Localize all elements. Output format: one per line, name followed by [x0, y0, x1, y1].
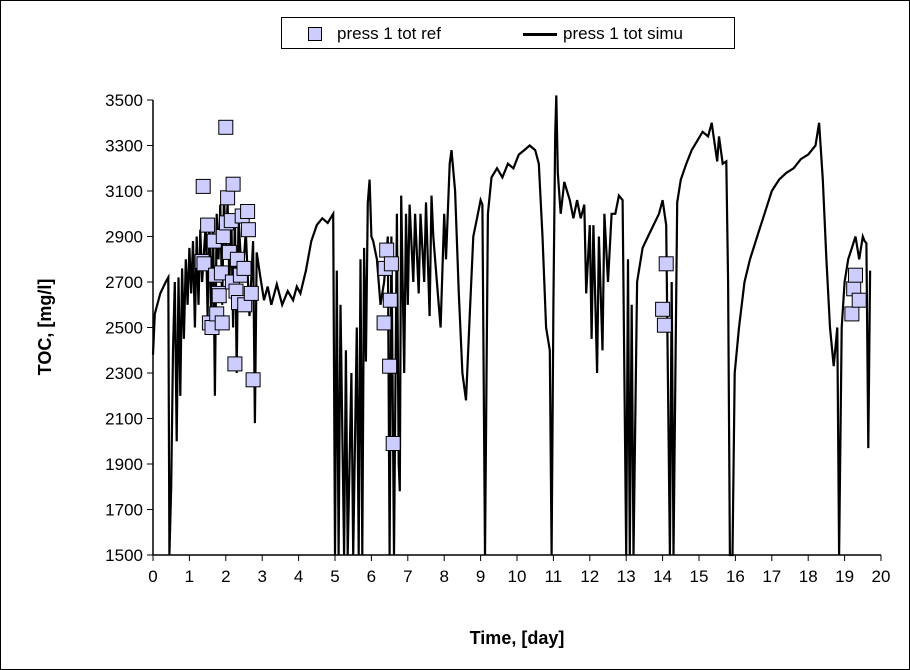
ref-point-46: [851, 292, 867, 308]
ref-point-27: [236, 260, 252, 276]
ref-point-12: [214, 315, 230, 331]
y-tick-label-3: 2100: [105, 410, 143, 429]
x-tick-label-10: 10: [508, 567, 527, 586]
x-tick-label-13: 13: [617, 567, 636, 586]
plot-area: [153, 100, 881, 555]
x-tick-label-9: 9: [476, 567, 485, 586]
ref-point-10: [211, 288, 227, 304]
legend-item-ref: press 1 tot ref: [308, 24, 441, 44]
x-tick-label-6: 6: [367, 567, 376, 586]
ref-point-29: [240, 204, 256, 219]
ref-point-37: [382, 292, 398, 308]
x-tick-label-18: 18: [799, 567, 818, 586]
ref-point-3: [200, 217, 216, 233]
ref-point-41: [656, 317, 672, 333]
ref-point-45: [848, 267, 863, 283]
y-tick-labels: 1500 1700 1900 2100 2300 2500 2700 2900 3100 3300…: [105, 91, 143, 565]
ref-point-31: [243, 285, 259, 301]
ref-point-33: [376, 315, 392, 331]
x-tick-label-5: 5: [330, 567, 339, 586]
ref-point-40: [655, 301, 671, 317]
ref-point-14: [218, 119, 234, 135]
legend-square-marker-icon: [308, 27, 322, 41]
x-tick-label-17: 17: [762, 567, 781, 586]
ref-point-42: [658, 256, 674, 272]
scatter-series: [194, 119, 867, 451]
ref-point-43: [844, 306, 860, 322]
y-axis-title: TOC, [mg/l]: [35, 279, 55, 376]
ref-point-38: [383, 256, 399, 272]
x-tick-label-4: 4: [294, 567, 303, 586]
x-tick-label-12: 12: [580, 567, 599, 586]
ref-point-30: [240, 222, 256, 238]
y-tick-label-8: 3100: [105, 182, 143, 201]
x-tick-label-20: 20: [872, 567, 891, 586]
y-tick-label-10: 3500: [105, 91, 143, 110]
x-tick-label-19: 19: [835, 567, 854, 586]
ref-point-39: [385, 436, 401, 451]
y-tick-label-4: 2300: [105, 364, 143, 383]
ref-point-16: [220, 190, 236, 206]
ref-point-0: [195, 178, 211, 194]
x-tick-label-3: 3: [257, 567, 266, 586]
axis-ticks: [147, 99, 882, 561]
ref-point-20: [225, 176, 241, 192]
ref-point-13: [215, 229, 231, 244]
ref-point-2: [196, 256, 212, 272]
x-tick-labels: 0 1 2 3 4 5 6 7 8 9 10 11 12 13 14 15 16 17 18 19 20: [148, 567, 890, 586]
x-tick-label-8: 8: [439, 567, 448, 586]
y-tick-label-6: 2700: [105, 273, 143, 292]
legend-item-simu: press 1 tot simu: [523, 24, 683, 44]
ref-point-32: [245, 372, 261, 388]
legend: press 1 tot ref press 1 tot simu: [281, 17, 735, 49]
x-tick-label-7: 7: [403, 567, 412, 586]
x-tick-label-14: 14: [653, 567, 672, 586]
y-tick-label-2: 1900: [105, 455, 143, 474]
x-tick-label-1: 1: [185, 567, 194, 586]
ref-point-36: [382, 358, 398, 374]
ref-point-35: [379, 242, 395, 258]
legend-label-simu: press 1 tot simu: [563, 24, 683, 43]
x-tick-label-2: 2: [221, 567, 230, 586]
y-tick-label-7: 2900: [105, 228, 143, 247]
x-axis-title: Time, [day]: [470, 628, 565, 648]
ref-point-21: [227, 356, 243, 372]
x-tick-label-11: 11: [545, 567, 563, 586]
x-tick-label-16: 16: [726, 567, 745, 586]
legend-label-ref: press 1 tot ref: [337, 24, 441, 43]
legend-line-marker-icon: [523, 32, 557, 36]
y-tick-label-5: 2500: [105, 319, 143, 338]
y-tick-label-1: 1700: [105, 501, 143, 520]
x-tick-label-15: 15: [690, 567, 709, 586]
y-tick-label-9: 3300: [105, 137, 143, 156]
x-tick-label-0: 0: [148, 567, 157, 586]
y-tick-label-0: 1500: [105, 546, 143, 565]
